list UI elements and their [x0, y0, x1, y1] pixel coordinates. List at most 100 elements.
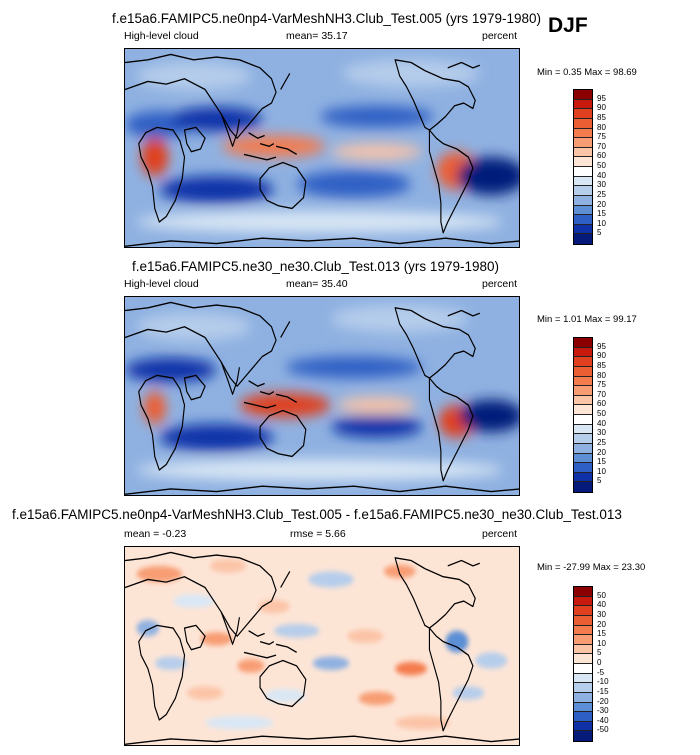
colorbar2-swatch [574, 424, 592, 435]
colorbar1-tick-label: 80 [597, 122, 606, 132]
colorbar3-swatch [574, 587, 592, 597]
colorbar2-tick-label: 60 [597, 399, 606, 409]
colorbar1-tick-label: 60 [597, 151, 606, 161]
colorbar2-tick-label: 20 [597, 447, 606, 457]
colorbar2-tick-label: 95 [597, 341, 606, 351]
colorbar1-tick-label: 10 [597, 218, 606, 228]
colorbar3-swatch [574, 625, 592, 636]
colorbar1-tick-label: 85 [597, 112, 606, 122]
panel3-colorbar [573, 586, 593, 742]
colorbar2-swatch [574, 405, 592, 415]
colorbar2-swatch [574, 453, 592, 464]
colorbar3-swatch [574, 702, 592, 713]
panel3-map [124, 546, 520, 746]
colorbar3-tick-label: 40 [597, 600, 606, 610]
colorbar1-swatch [574, 186, 592, 196]
colorbar3-tick-label: -5 [597, 667, 605, 677]
panel3-rmse-label: rmse = 5.66 [290, 528, 346, 540]
colorbar1-tick-label: 90 [597, 103, 606, 113]
colorbar3-swatch [574, 596, 592, 607]
colorbar3-swatch [574, 683, 592, 693]
panel1-units-label: percent [482, 30, 518, 42]
colorbar3-tick-label: -10 [597, 677, 609, 687]
colorbar1-swatch [574, 147, 592, 158]
colorbar3-tick-label: -30 [597, 706, 609, 716]
colorbar3-swatch [574, 664, 592, 674]
colorbar3-tick-label: 50 [597, 590, 606, 600]
panel1-variable-label: High-level cloud [124, 30, 199, 42]
colorbar2-swatch [574, 347, 592, 358]
colorbar3-tick-label: -40 [597, 715, 609, 725]
colorbar3-swatch [574, 644, 592, 655]
colorbar2-swatch [574, 434, 592, 444]
colorbar1-swatch [574, 234, 592, 244]
panel2-mean-label: mean= 35.40 [286, 278, 348, 290]
colorbar1-tick-label: 25 [597, 189, 606, 199]
panel3-units-label: percent [482, 528, 518, 540]
panel2-colorbar [573, 337, 593, 493]
colorbar1-swatch [574, 128, 592, 139]
colorbar3-swatch [574, 615, 592, 626]
colorbar2-swatch [574, 338, 592, 348]
colorbar3-tick-label: 5 [597, 648, 602, 658]
colorbar1-swatch [574, 118, 592, 129]
panel2-minmax-label: Min = 1.01 Max = 99.17 [537, 314, 637, 325]
season-label: DJF [548, 14, 588, 37]
colorbar3-tick-label: 10 [597, 638, 606, 648]
colorbar1-swatch [574, 224, 592, 235]
colorbar1-tick-label: 5 [597, 228, 602, 238]
colorbar2-tick-label: 30 [597, 428, 606, 438]
panel3-title: f.e15a6.FAMIPC5.ne0np4-VarMeshNH3.Club_T… [12, 507, 622, 522]
colorbar2-tick-label: 85 [597, 360, 606, 370]
colorbar2-swatch [574, 395, 592, 406]
panel2-map [124, 296, 520, 496]
colorbar3-tick-label: 30 [597, 609, 606, 619]
colorbar1-swatch [574, 99, 592, 110]
colorbar2-tick-label: 75 [597, 380, 606, 390]
colorbar1-tick-label: 30 [597, 180, 606, 190]
colorbar1-swatch [574, 109, 592, 119]
colorbar3-swatch [574, 712, 592, 722]
panel1-mean-label: mean= 35.17 [286, 30, 348, 42]
colorbar3-tick-label: 15 [597, 629, 606, 639]
panel3-mean-label: mean = -0.23 [124, 528, 187, 540]
colorbar1-swatch [574, 90, 592, 100]
colorbar3-tick-label: -50 [597, 725, 609, 735]
colorbar2-tick-label: 40 [597, 418, 606, 428]
colorbar3-swatch [574, 721, 592, 732]
colorbar2-swatch [574, 376, 592, 387]
colorbar3-tick-label: -20 [597, 696, 609, 706]
colorbar1-swatch [574, 167, 592, 177]
colorbar3-swatch [574, 692, 592, 703]
colorbar3-tick-label: -15 [597, 686, 609, 696]
colorbar2-tick-label: 50 [597, 409, 606, 418]
colorbar2-tick-label: 25 [597, 437, 606, 447]
colorbar3-swatch [574, 635, 592, 645]
colorbar1-swatch [574, 138, 592, 148]
colorbar1-swatch [574, 176, 592, 187]
colorbar1-tick-label: 15 [597, 209, 606, 219]
colorbar2-tick-label: 90 [597, 351, 606, 361]
colorbar2-swatch [574, 415, 592, 425]
colorbar2-swatch [574, 386, 592, 396]
colorbar1-tick-label: 40 [597, 170, 606, 180]
colorbar1-tick-label: 20 [597, 199, 606, 209]
panel3-minmax-label: Min = -27.99 Max = 23.30 [537, 562, 646, 573]
colorbar3-swatch [574, 606, 592, 616]
colorbar2-swatch [574, 472, 592, 483]
colorbar3-swatch [574, 673, 592, 684]
colorbar3-swatch [574, 654, 592, 664]
colorbar3-tick-label: 20 [597, 619, 606, 629]
colorbar1-tick-label: 70 [597, 141, 606, 151]
colorbar1-tick-label: 75 [597, 132, 606, 142]
colorbar2-tick-label: 10 [597, 466, 606, 476]
panel2-variable-label: High-level cloud [124, 278, 199, 290]
colorbar1-swatch [574, 215, 592, 225]
colorbar2-swatch [574, 443, 592, 454]
panel2-title: f.e15a6.FAMIPC5.ne30_ne30.Club_Test.013 … [132, 259, 499, 274]
panel1-colorbar [573, 89, 593, 245]
colorbar1-swatch [574, 157, 592, 167]
panel1-title: f.e15a6.FAMIPC5.ne0np4-VarMeshNH3.Club_T… [112, 11, 541, 26]
colorbar2-tick-label: 15 [597, 457, 606, 467]
colorbar2-swatch [574, 463, 592, 473]
